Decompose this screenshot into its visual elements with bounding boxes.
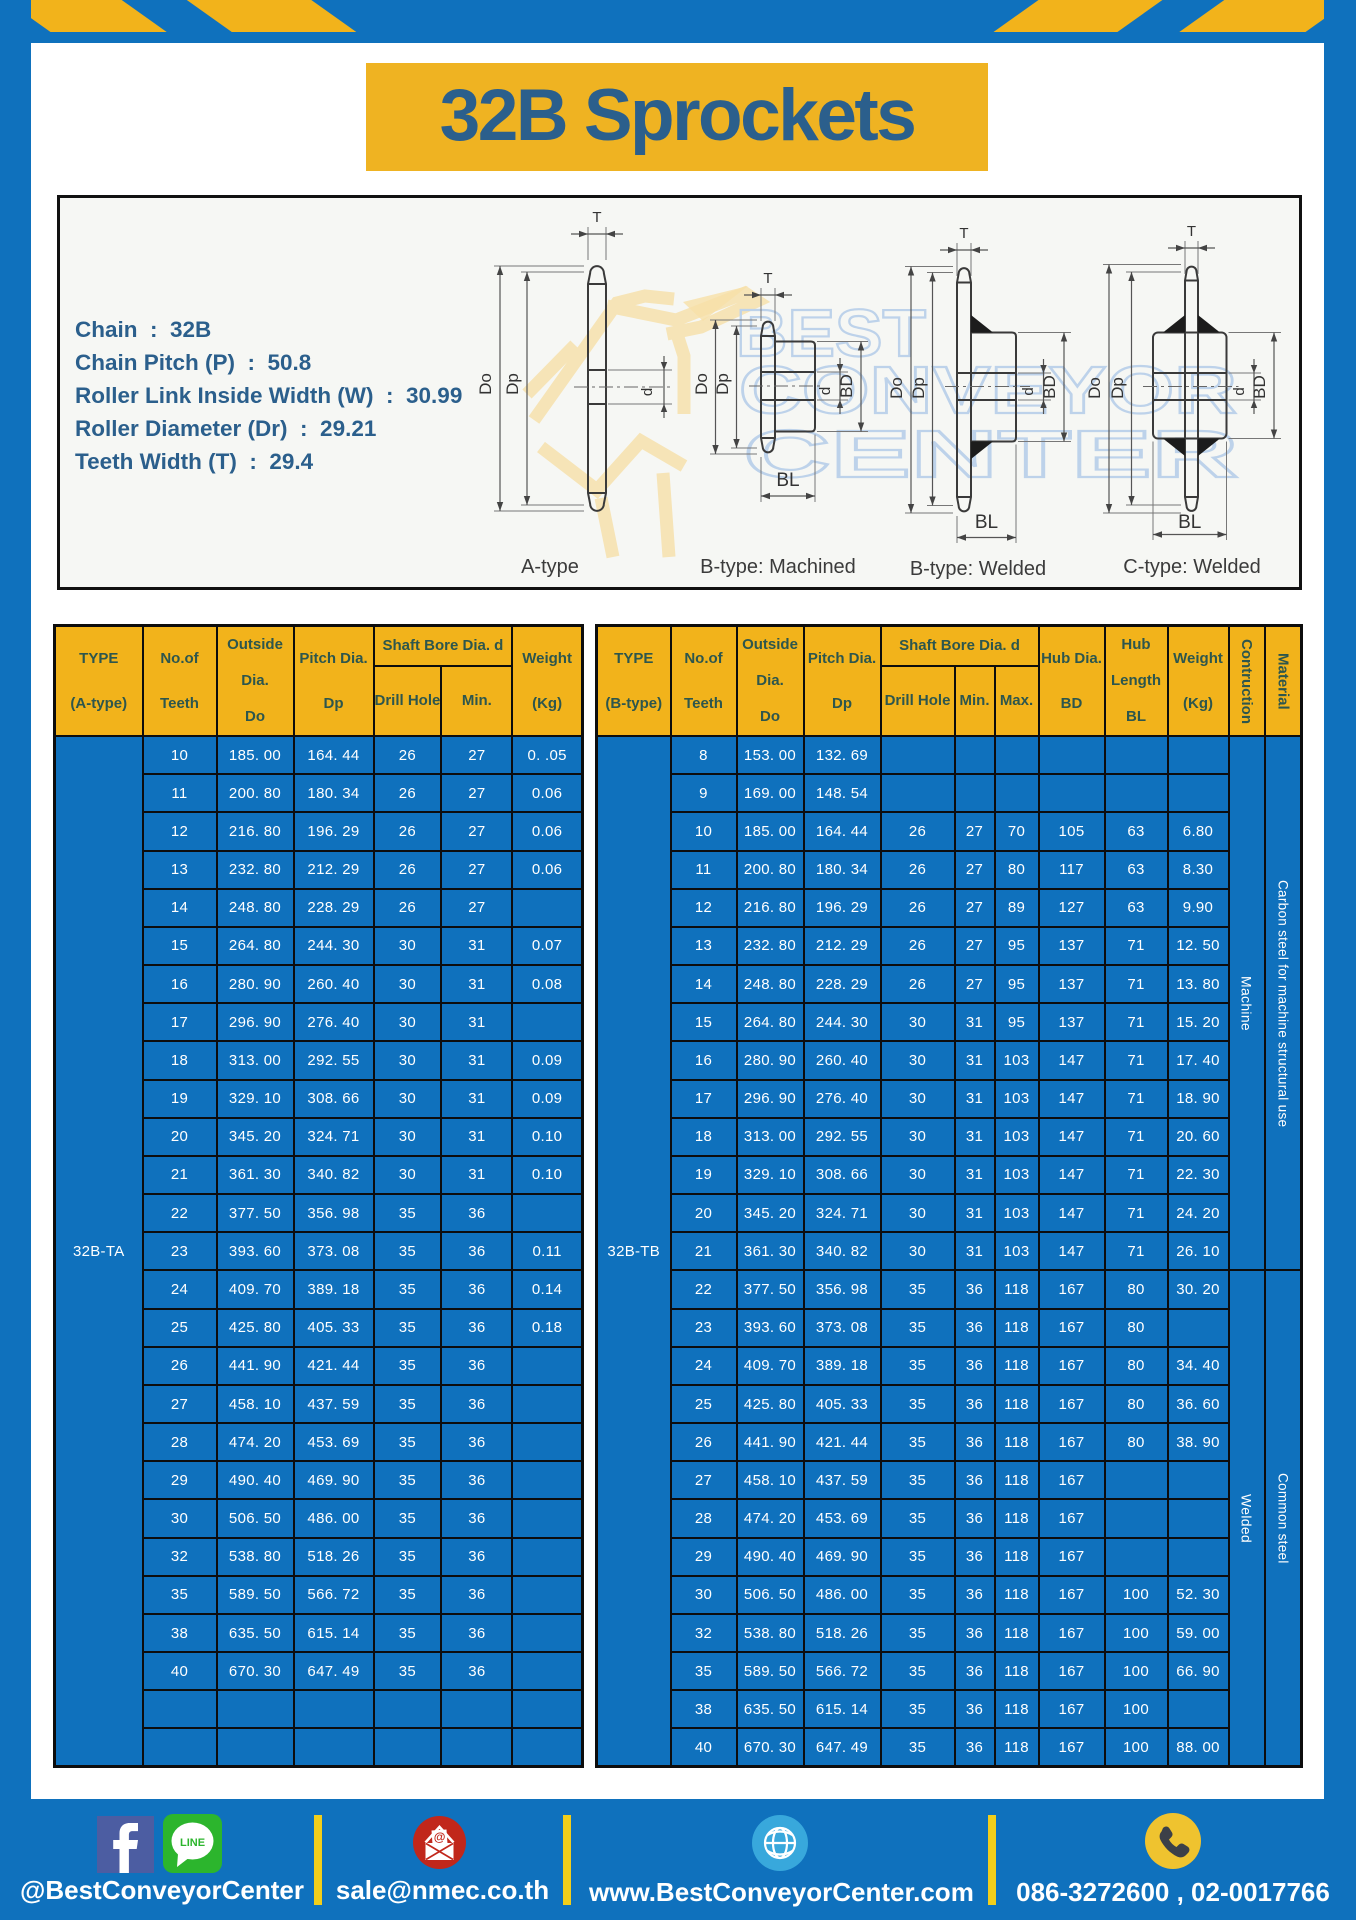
svg-text:LINE: LINE bbox=[180, 1837, 205, 1849]
svg-text:BL: BL bbox=[776, 470, 799, 491]
svg-text:T: T bbox=[1187, 223, 1196, 240]
svg-text:d: d bbox=[1231, 387, 1248, 395]
svg-text:Do: Do bbox=[476, 373, 495, 395]
svg-text:T: T bbox=[763, 270, 772, 287]
svg-text:BD: BD bbox=[1250, 375, 1269, 399]
svg-text:Dp: Dp bbox=[713, 373, 732, 395]
svg-text:BD: BD bbox=[837, 374, 856, 398]
svg-text:B-type: Machined: B-type: Machined bbox=[700, 556, 856, 578]
svg-text:BEST: BEST bbox=[736, 296, 926, 371]
svg-text:d: d bbox=[639, 388, 656, 396]
svg-text:CONVEYOR: CONVEYOR bbox=[739, 353, 1237, 428]
svg-text:Do: Do bbox=[1085, 377, 1104, 399]
svg-text:Do: Do bbox=[692, 373, 711, 395]
svg-text:@: @ bbox=[434, 1830, 446, 1844]
svg-text:BL: BL bbox=[1178, 512, 1201, 533]
svg-text:Dp: Dp bbox=[1108, 377, 1127, 399]
svg-text:A-type: A-type bbox=[521, 556, 579, 578]
svg-text:d: d bbox=[817, 387, 834, 395]
svg-text:C-type: Welded: C-type: Welded bbox=[1123, 556, 1260, 578]
svg-text:BL: BL bbox=[975, 512, 998, 533]
svg-text:BD: BD bbox=[1040, 375, 1059, 399]
svg-text:B-type: Welded: B-type: Welded bbox=[910, 558, 1046, 580]
svg-text:Dp: Dp bbox=[909, 377, 928, 399]
svg-text:T: T bbox=[959, 225, 968, 242]
svg-text:Dp: Dp bbox=[503, 373, 522, 395]
svg-text:Do: Do bbox=[887, 377, 906, 399]
svg-text:T: T bbox=[592, 209, 601, 226]
svg-text:CENTER: CENTER bbox=[744, 417, 1239, 492]
svg-text:d: d bbox=[1020, 387, 1037, 395]
